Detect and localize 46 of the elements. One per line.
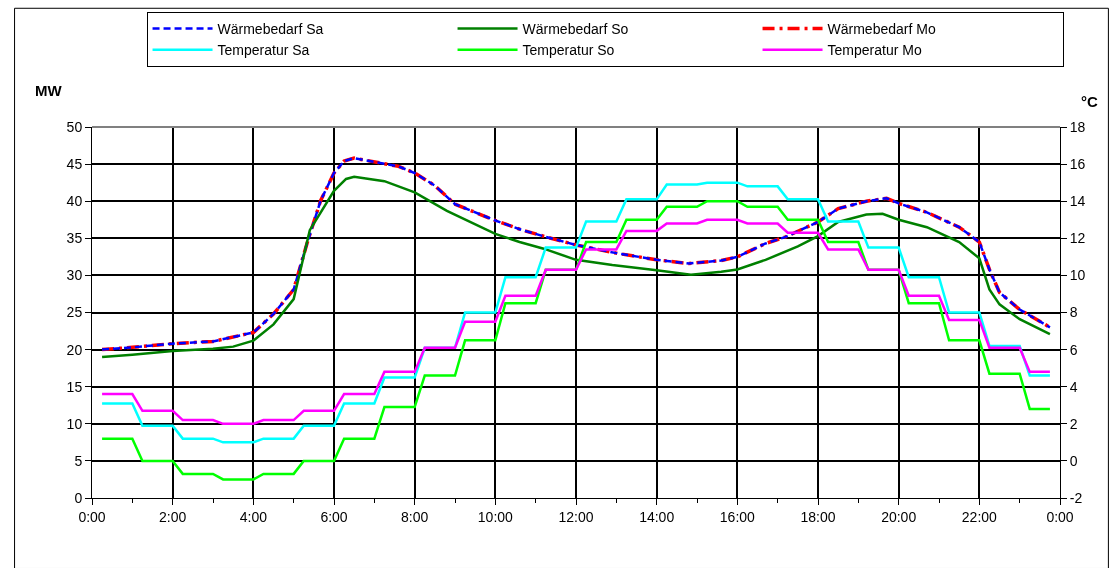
y2-tick-label: -2 <box>1069 489 1083 506</box>
x-tick-label: 12:00 <box>558 508 594 525</box>
legend-label: Temperatur Sa <box>217 42 310 59</box>
y2-tick-label: 4 <box>1069 378 1078 395</box>
y2-tick-label: 0 <box>1069 452 1078 469</box>
y2-tick-label: 10 <box>1069 267 1086 284</box>
x-tick-label: 18:00 <box>800 508 836 525</box>
legend-label: Wärmebedarf Sa <box>217 21 324 38</box>
y-tick-label: 10 <box>66 415 83 432</box>
x-tick-label: 6:00 <box>320 508 348 525</box>
y2-tick-label: 18 <box>1069 118 1086 135</box>
y-tick-label: 45 <box>66 156 83 172</box>
y2-tick-label: 2 <box>1069 415 1078 432</box>
y2-tick-label: 8 <box>1069 304 1078 321</box>
x-tick-label: 14:00 <box>639 508 675 525</box>
y-tick-label: 5 <box>74 452 83 469</box>
line-series <box>100 199 1052 481</box>
y-tick-label: 0 <box>74 489 83 506</box>
x-tick-label: 8:00 <box>401 508 429 525</box>
y2-tick-label: 6 <box>1069 341 1078 358</box>
legend-label: Temperatur Mo <box>827 42 922 59</box>
legend-label: Wärmebedarf So <box>522 21 629 38</box>
x-tick-label: 4:00 <box>239 508 268 525</box>
y2-axis-title: °C <box>1081 93 1098 110</box>
x-tick-label: 10:00 <box>477 508 514 525</box>
legend-label: Temperatur So <box>522 42 615 59</box>
x-tick-label: 20:00 <box>881 508 917 525</box>
x-tick-label: 22:00 <box>961 508 998 525</box>
legend-label: Wärmebedarf Mo <box>827 21 936 38</box>
y-tick-label: 35 <box>66 230 83 247</box>
y-tick-label: 25 <box>66 304 83 321</box>
y2-tick-label: 14 <box>1069 193 1086 210</box>
y-tick-label: 50 <box>66 118 83 135</box>
y-tick-label: 20 <box>66 341 83 358</box>
line-series <box>100 218 1052 426</box>
y2-tick-label: 16 <box>1069 156 1086 172</box>
y-tick-label: 40 <box>66 193 83 210</box>
y-axis-title: MW <box>35 82 63 99</box>
x-tick-label: 0:00 <box>1046 508 1074 525</box>
x-tick-label: 16:00 <box>719 508 756 525</box>
x-tick-label: 2:00 <box>159 508 187 525</box>
line-series <box>100 181 1052 444</box>
y2-tick-label: 12 <box>1069 230 1086 247</box>
y-tick-label: 15 <box>66 378 83 395</box>
x-tick-label: 0:00 <box>78 508 106 525</box>
y-tick-label: 30 <box>66 267 83 284</box>
